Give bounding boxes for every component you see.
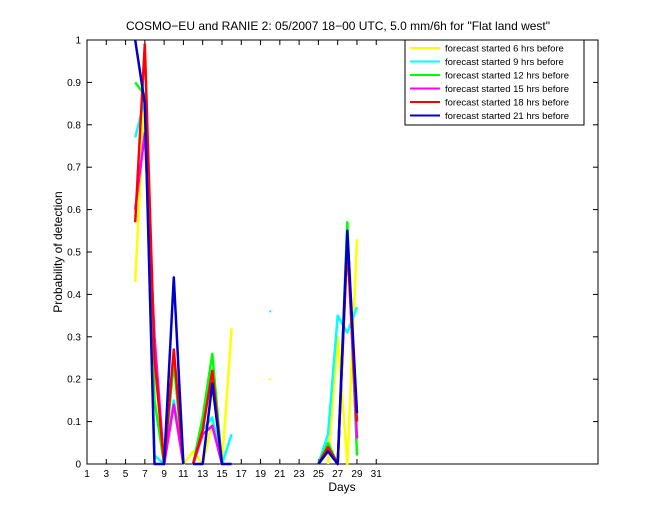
x-tick-label: 21 — [274, 469, 286, 480]
legend-label: forecast started 9 hrs before — [445, 57, 564, 68]
series-line — [193, 382, 232, 466]
legend-box — [404, 39, 585, 126]
y-tick-label: 0.5 — [67, 248, 81, 259]
x-tick-label: 1 — [84, 469, 90, 480]
y-tick-label: 0.1 — [67, 417, 81, 428]
x-tick-label: 15 — [216, 469, 228, 480]
y-tick-label: 0.9 — [67, 78, 81, 89]
series-6 — [133, 39, 359, 466]
x-tick-label: 31 — [371, 469, 383, 480]
chart-title: COSMO−EU and RANIE 2: 05/2007 18−00 UTC,… — [126, 19, 550, 33]
legend-label: forecast started 15 hrs before — [445, 84, 569, 95]
x-tick-label: 23 — [294, 469, 306, 480]
series-line — [133, 39, 185, 466]
legend-label: forecast started 12 hrs before — [445, 71, 569, 82]
x-tick-label: 11 — [178, 469, 189, 480]
legend-label: forecast started 6 hrs before — [445, 44, 564, 55]
y-tick-label: 0.4 — [67, 290, 81, 301]
x-tick-label: 27 — [332, 469, 344, 480]
y-tick-label: 1 — [75, 36, 81, 47]
legend-label: forecast started 18 hrs before — [445, 98, 569, 109]
legend-label: forecast started 21 hrs before — [445, 111, 569, 122]
x-tick-label: 13 — [197, 469, 209, 480]
y-tick-label: 0.6 — [67, 205, 81, 216]
x-tick-label: 9 — [161, 469, 167, 480]
y-axis: 0 0.1 0.2 0.3 0.4 0.5 0.6 0.7 0.8 0.9 1 — [67, 36, 598, 471]
series-lines — [133, 39, 359, 466]
x-tick-label: 17 — [236, 469, 248, 480]
x-tick-label: 19 — [255, 469, 267, 480]
y-tick-label: 0 — [75, 460, 81, 471]
legend: forecast started 6 hrs before forecast st… — [404, 39, 585, 126]
y-tick-label: 0.2 — [67, 375, 81, 386]
x-tick-label: 5 — [123, 469, 129, 480]
series-line — [182, 328, 233, 466]
x-tick-label: 3 — [104, 469, 110, 480]
y-tick-label: 0.3 — [67, 332, 81, 343]
y-tick-label: 0.7 — [67, 163, 81, 174]
x-axis-title: Days — [328, 480, 355, 494]
series-line — [317, 229, 359, 466]
series-line — [133, 42, 185, 466]
x-tick-label: 7 — [142, 469, 148, 480]
y-axis-title: Probability of detection — [51, 191, 65, 312]
x-tick-label: 29 — [351, 469, 363, 480]
x-tick-label: 25 — [313, 469, 325, 480]
y-tick-label: 0.8 — [67, 120, 81, 131]
